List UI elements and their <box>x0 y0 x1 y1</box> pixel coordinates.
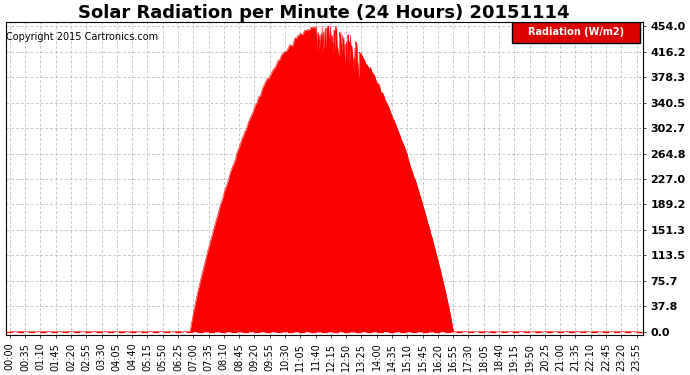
Bar <box>512 22 640 43</box>
Text: Copyright 2015 Cartronics.com: Copyright 2015 Cartronics.com <box>6 32 158 42</box>
Text: Radiation (W/m2): Radiation (W/m2) <box>528 27 624 38</box>
Title: Solar Radiation per Minute (24 Hours) 20151114: Solar Radiation per Minute (24 Hours) 20… <box>79 4 570 22</box>
